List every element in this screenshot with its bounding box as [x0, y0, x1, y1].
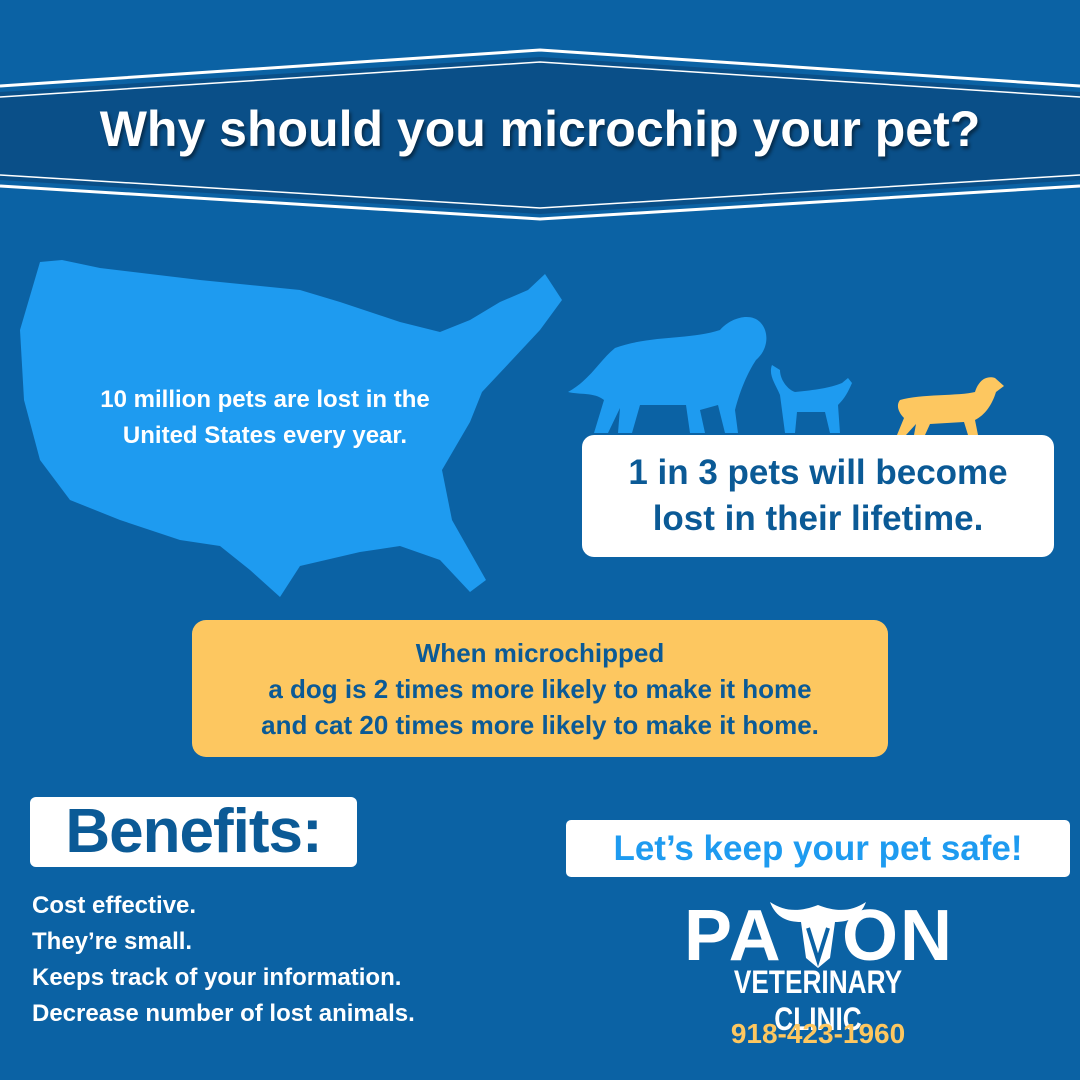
stat-box: 1 in 3 pets will become lost in their li…	[582, 435, 1054, 557]
banner-line	[0, 48, 1080, 88]
text-line: 1 in 3 pets will become	[628, 453, 1008, 492]
banner-line	[0, 61, 1080, 98]
banner-line	[0, 184, 1080, 221]
text-line: United States every year.	[122, 422, 408, 449]
logo-name: ON	[842, 896, 954, 976]
logo-name: PA	[684, 896, 783, 976]
cat-silhouette	[770, 365, 852, 433]
benefit-item: Decrease number of lost animals.	[32, 1000, 415, 1027]
text-line: lost in their lifetime.	[652, 499, 984, 538]
benefits-list: Cost effective. They’re small. Keeps tra…	[32, 888, 415, 1032]
dog-silhouette	[568, 316, 767, 433]
us-map	[20, 260, 562, 597]
phone: 918-423-1960	[730, 1018, 906, 1049]
benefit-item: Keeps track of your information.	[32, 964, 402, 991]
title-banner	[0, 57, 1080, 214]
benefits-title: Benefits:	[30, 797, 357, 867]
cta-box: Let’s keep your pet safe!	[566, 820, 1070, 877]
title: Why should you microchip your pet?	[99, 101, 981, 157]
benefit-item: Cost effective.	[32, 892, 197, 919]
text-line: When microchipped	[415, 637, 665, 668]
banner-line	[0, 174, 1080, 209]
text-line: 10 million pets are lost in the	[100, 386, 430, 413]
dachshund-silhouette	[897, 377, 1004, 435]
logo-subtitle: VETERINARY CLINIC	[733, 964, 903, 1037]
benefit-item: They’re small.	[32, 928, 193, 955]
map-text: 10 million pets are lost in the United S…	[30, 382, 500, 454]
logo-horns	[770, 902, 866, 968]
callout-box: When microchipped a dog is 2 times more …	[192, 620, 888, 757]
text-line: a dog is 2 times more likely to make it …	[268, 673, 812, 704]
text-line: and cat 20 times more likely to make it …	[261, 709, 819, 740]
